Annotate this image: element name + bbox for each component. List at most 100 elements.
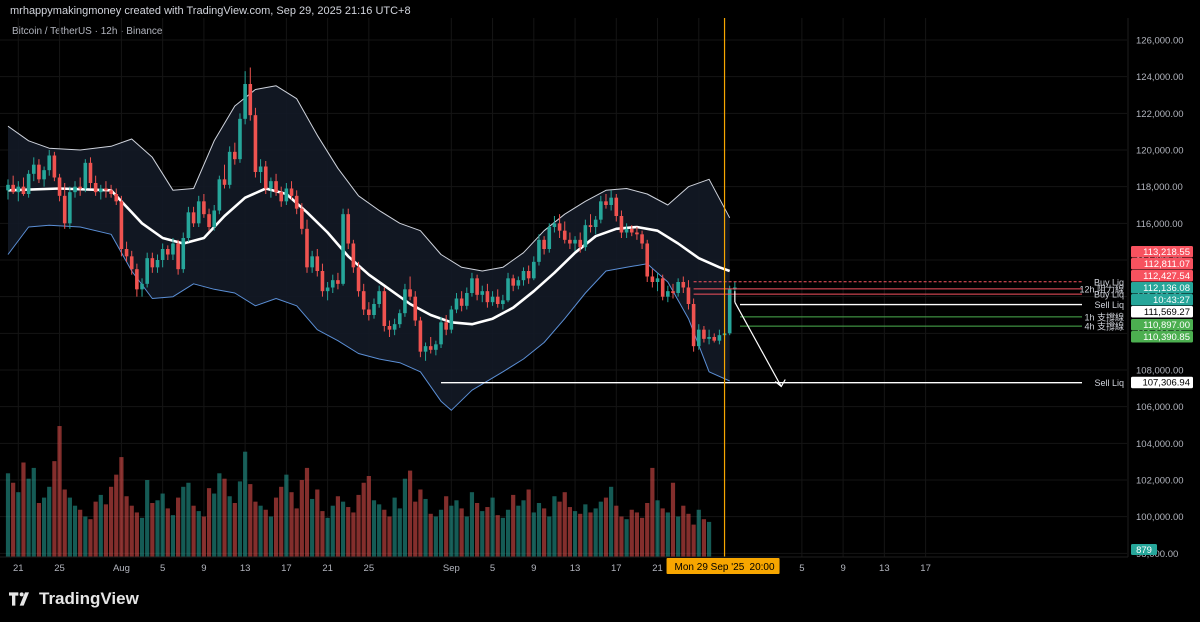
volume-bar <box>26 478 31 557</box>
price-tag-text: 112,427.54 <box>1143 271 1190 282</box>
level-label: 12h 阻力線 <box>1079 283 1124 294</box>
volume-bar <box>212 493 217 557</box>
x-tick-label: 17 <box>611 563 622 574</box>
candle-body <box>196 201 201 224</box>
volume-bar <box>382 509 387 557</box>
candle-body <box>614 197 619 216</box>
y-tick-label: 98,000.00 <box>1136 549 1178 560</box>
symbol-legend[interactable]: Bitcoin / TetherUS · 12h · Binance <box>12 26 163 37</box>
bollinger-basis-line <box>7 187 731 326</box>
volume-bar <box>526 489 531 557</box>
candle-body <box>6 184 10 191</box>
x-tick-label: 9 <box>531 563 536 574</box>
volume-bar <box>593 508 598 557</box>
candle-body <box>186 212 191 238</box>
volume-bar <box>36 503 42 557</box>
y-tick-label: 126,000.00 <box>1136 36 1184 47</box>
y-tick-label: 124,000.00 <box>1136 72 1184 83</box>
candle-body <box>310 256 314 268</box>
candle-body <box>361 291 366 310</box>
candle-body <box>495 296 500 304</box>
candle-body <box>382 291 387 326</box>
candle-body <box>145 258 149 284</box>
candle-body <box>135 269 139 290</box>
level-label: 4h 支撐線 <box>1084 321 1124 332</box>
candle-body <box>258 166 263 172</box>
candle-body <box>83 162 88 189</box>
candle-body <box>501 300 505 304</box>
candle-body <box>470 278 474 293</box>
volume-bar <box>407 470 413 557</box>
volume-badge-text: 879 <box>1136 545 1152 556</box>
volume-bar <box>603 497 609 557</box>
x-tick-label: 5 <box>799 563 804 574</box>
volume-bar <box>650 467 655 557</box>
candle-body <box>346 214 351 244</box>
candle-body <box>243 84 247 119</box>
candle-body <box>562 230 567 240</box>
volume-bar <box>103 504 109 557</box>
candle-body <box>93 183 98 193</box>
crosshair-date: Mon 29 Sep '25 <box>675 562 745 573</box>
volume-bar <box>701 519 707 557</box>
candle-body <box>413 296 418 321</box>
candle-body <box>263 166 268 189</box>
candle-body <box>449 309 454 330</box>
x-tick-label: Sep <box>443 563 460 574</box>
volume-bar <box>706 521 712 557</box>
candle-body <box>52 155 57 178</box>
volume-bar <box>310 498 315 557</box>
candle-body <box>454 298 459 310</box>
volume-bar <box>284 474 289 557</box>
volume-bar <box>578 513 583 557</box>
candle-body <box>573 239 577 244</box>
projection-arrow-line <box>734 301 782 387</box>
volume-bar <box>624 519 629 557</box>
volume-bar <box>150 503 155 557</box>
candle-body <box>305 228 309 268</box>
volume-bar <box>258 505 263 557</box>
volume-bar <box>490 497 495 557</box>
candle-body <box>294 195 299 209</box>
candle-body <box>439 322 443 345</box>
volume-bar <box>268 516 274 557</box>
volume-bar <box>619 516 624 557</box>
volume-bar <box>160 493 165 557</box>
candle-body <box>119 201 124 249</box>
volume-bar <box>588 512 593 557</box>
tradingview-logo-icon <box>9 592 29 606</box>
candle-body <box>629 228 634 233</box>
volume-bar <box>88 519 93 557</box>
candle-body <box>428 346 433 350</box>
volume-bar <box>340 501 346 557</box>
candle-body <box>387 326 392 330</box>
y-tick-label: 102,000.00 <box>1136 476 1184 487</box>
volume-bar <box>222 478 227 557</box>
y-tick-label: 108,000.00 <box>1136 366 1184 377</box>
volume-bar <box>114 474 119 557</box>
volume-bar <box>438 509 444 557</box>
price-tag-text: 110,390.85 <box>1143 332 1190 343</box>
candle-body <box>702 329 706 339</box>
price-tag <box>1131 294 1193 306</box>
brand[interactable]: TradingView <box>9 589 139 609</box>
candle-body <box>578 239 583 248</box>
x-tick-label: 25 <box>54 563 65 574</box>
volume-bar <box>139 517 145 557</box>
candle-body <box>552 223 557 227</box>
candle-body <box>330 280 335 288</box>
volume-bar <box>315 489 320 557</box>
volume-bar <box>444 496 449 557</box>
price-tag <box>1131 331 1193 343</box>
volume-bar <box>583 504 588 557</box>
candle-body <box>635 232 639 235</box>
candle-body <box>31 164 36 174</box>
candle-body <box>604 201 608 205</box>
candle-body <box>37 164 41 180</box>
x-tick-label: 9 <box>201 563 206 574</box>
volume-bar <box>629 509 634 557</box>
volume-bar <box>634 512 640 557</box>
candle-body <box>284 188 289 202</box>
volume-bar <box>72 505 78 557</box>
